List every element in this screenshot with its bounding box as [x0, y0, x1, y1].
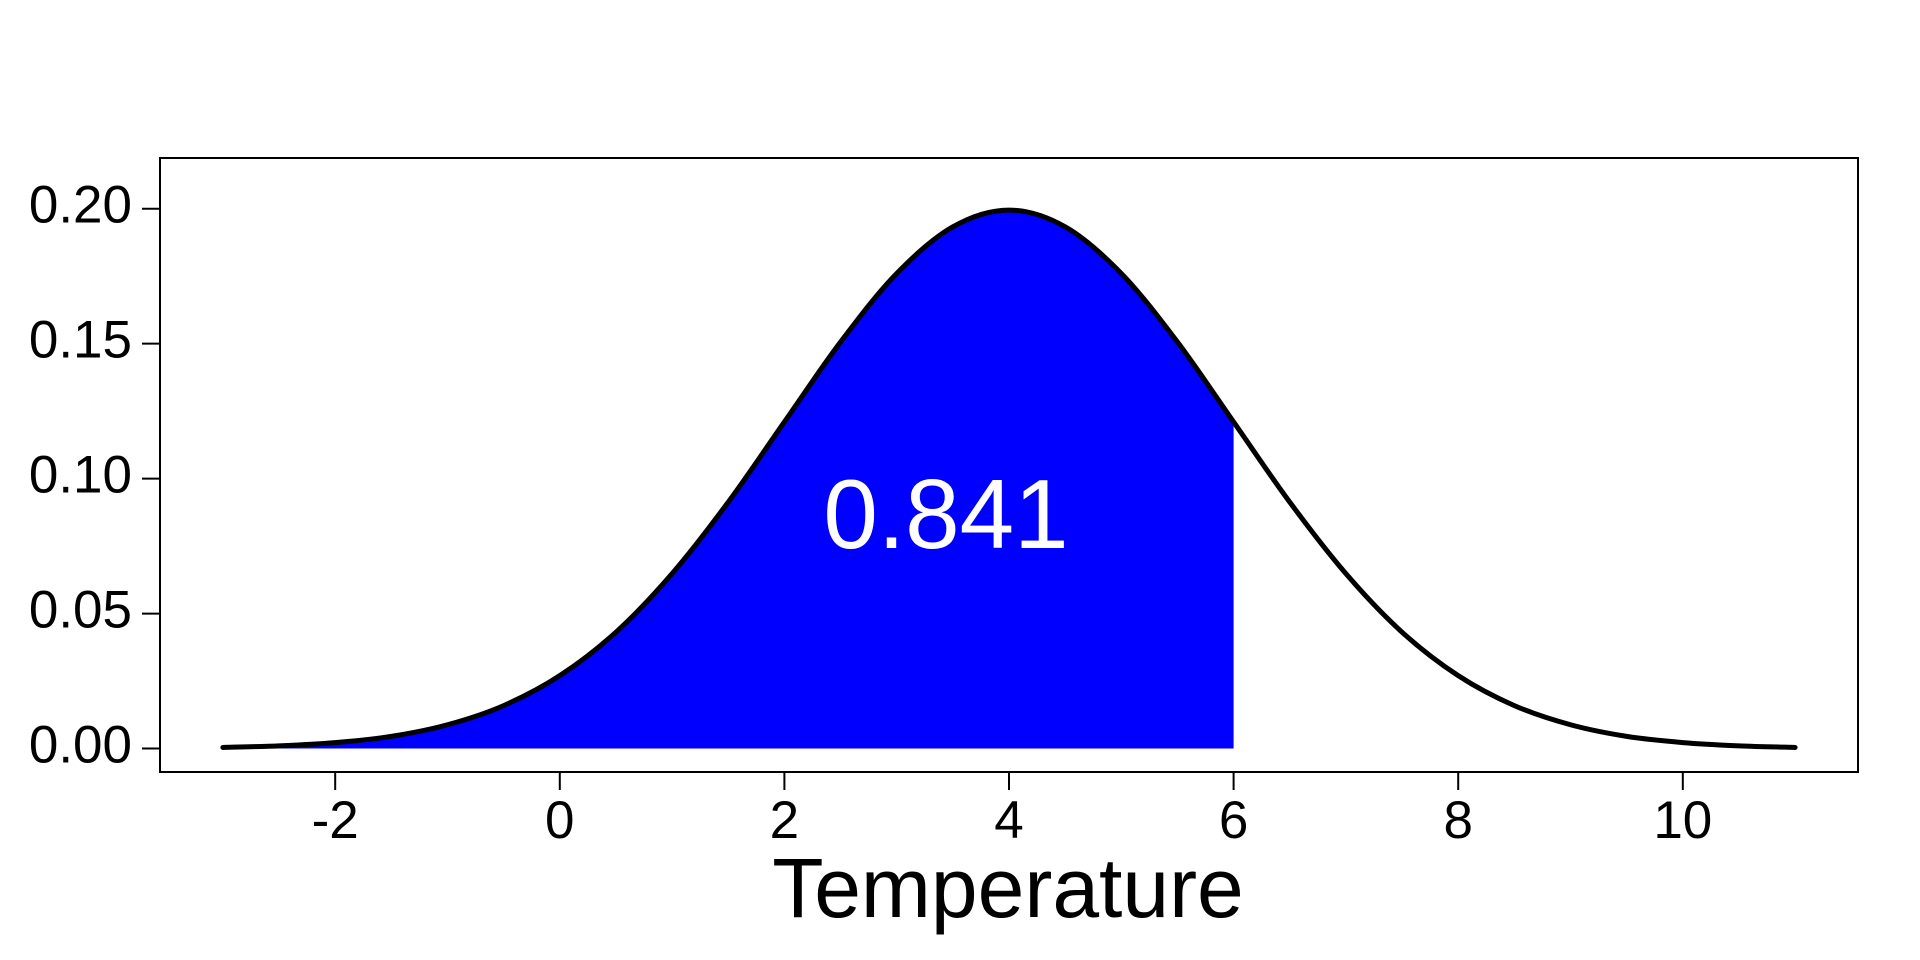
- x-axis-label: Temperature: [772, 841, 1244, 935]
- x-tick-label: 4: [994, 791, 1023, 850]
- y-tick-label: 0.05: [29, 581, 132, 640]
- x-tick-label: 0: [545, 791, 574, 850]
- x-tick-label: 10: [1653, 791, 1712, 850]
- x-tick-label: -2: [312, 791, 359, 850]
- x-tick-label: 8: [1443, 791, 1472, 850]
- x-tick-label: 6: [1219, 791, 1248, 850]
- y-tick-label: 0.15: [29, 311, 132, 370]
- x-tick-label: 2: [770, 791, 799, 850]
- area-annotation: 0.841: [823, 459, 1068, 569]
- density-line: [220, 207, 1798, 750]
- y-tick-label: 0.00: [29, 716, 132, 775]
- y-tick-label: 0.10: [29, 446, 132, 505]
- shaded-area: [222, 210, 1234, 749]
- y-tick-label: 0.20: [29, 176, 132, 235]
